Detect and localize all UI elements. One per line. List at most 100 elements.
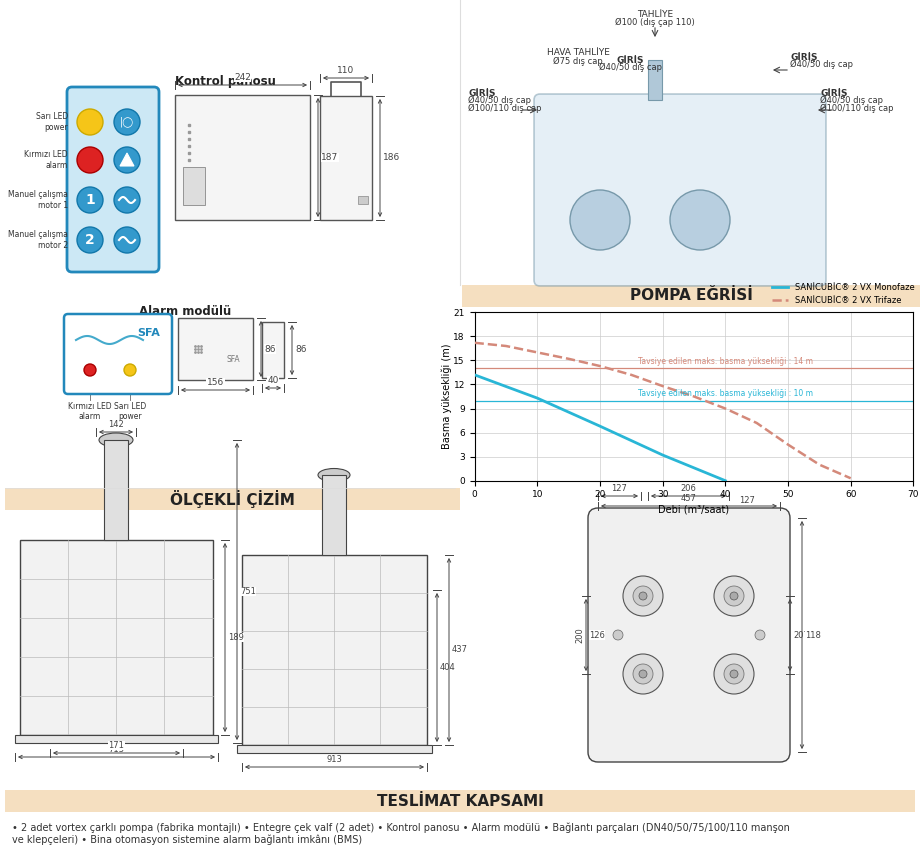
- Bar: [242, 555, 427, 745]
- Bar: [5, 488, 460, 510]
- Text: Ø40/50 dış cap: Ø40/50 dış cap: [468, 96, 531, 105]
- Circle shape: [730, 592, 738, 600]
- Text: 186: 186: [383, 154, 401, 162]
- Circle shape: [77, 187, 103, 213]
- Circle shape: [639, 592, 647, 600]
- Legend: SANİCUBİC® 2 VX Monofaze, SANİCUBİC® 2 VX Trifaze: SANİCUBİC® 2 VX Monofaze, SANİCUBİC® 2 V…: [768, 280, 918, 308]
- Bar: [183, 167, 205, 205]
- Text: Ø100 (dış çap 110): Ø100 (dış çap 110): [615, 18, 694, 27]
- Text: Tavsiye edilen maks. basma yüksekliği : 10 m: Tavsiye edilen maks. basma yüksekliği : …: [637, 389, 812, 398]
- Text: 206: 206: [681, 484, 696, 493]
- Text: Sarı LED
power: Sarı LED power: [114, 402, 146, 421]
- Text: 189: 189: [228, 633, 244, 642]
- Text: ÖLÇEKLİ ÇİZİM: ÖLÇEKLİ ÇİZİM: [169, 490, 295, 508]
- Circle shape: [670, 190, 730, 250]
- Text: 86: 86: [264, 344, 275, 354]
- Circle shape: [114, 227, 140, 253]
- Text: 127: 127: [612, 484, 627, 493]
- Ellipse shape: [99, 433, 133, 447]
- Text: Ø100/110 dış cap: Ø100/110 dış cap: [468, 104, 542, 113]
- Circle shape: [613, 630, 623, 640]
- Circle shape: [124, 364, 136, 376]
- Bar: [320, 96, 372, 220]
- Text: ve klepçeleri) • Bina otomasyon sistemine alarm bağlantı imkânı (BMS): ve klepçeleri) • Bina otomasyon sistemin…: [12, 834, 362, 845]
- Text: 127: 127: [740, 495, 755, 505]
- Bar: [178, 318, 253, 380]
- Text: 187: 187: [321, 153, 338, 162]
- X-axis label: Debi (m³/saat): Debi (m³/saat): [659, 505, 729, 515]
- Ellipse shape: [318, 469, 350, 482]
- Circle shape: [623, 654, 663, 694]
- Text: 118: 118: [805, 631, 821, 639]
- Text: • 2 adet vortex çarklı pompa (fabrika montajlı) • Entegre çek valf (2 adet) • Ko: • 2 adet vortex çarklı pompa (fabrika mo…: [12, 822, 790, 833]
- Text: Kontrol panosu: Kontrol panosu: [175, 75, 275, 88]
- Text: 2: 2: [85, 233, 95, 247]
- Text: GİRİŞ: GİRİŞ: [468, 88, 495, 98]
- Circle shape: [77, 147, 103, 173]
- Text: Kırmızı LED
alarm: Kırmızı LED alarm: [68, 402, 111, 421]
- Text: 207: 207: [793, 631, 809, 639]
- Text: 437: 437: [452, 646, 468, 654]
- Text: Alarm modülü: Alarm modülü: [139, 305, 231, 318]
- Bar: [262, 322, 284, 378]
- Text: 86: 86: [295, 345, 307, 355]
- Bar: [104, 440, 128, 540]
- Polygon shape: [120, 153, 134, 166]
- Text: Manuel çalışma
motor 1: Manuel çalışma motor 1: [8, 191, 68, 210]
- FancyBboxPatch shape: [588, 508, 790, 762]
- Text: 171: 171: [109, 741, 124, 750]
- Text: GİRİŞ: GİRİŞ: [790, 52, 818, 62]
- Text: GİRİŞ: GİRİŞ: [820, 88, 847, 98]
- Text: HAVA TAHLİYE: HAVA TAHLİYE: [546, 48, 610, 57]
- Circle shape: [714, 576, 754, 616]
- Text: 404: 404: [440, 663, 456, 672]
- Text: Ø40/50 dış cap: Ø40/50 dış cap: [820, 96, 883, 105]
- Text: |◯: |◯: [120, 117, 134, 128]
- Text: Ø100/110 dış cap: Ø100/110 dış cap: [820, 104, 893, 113]
- Circle shape: [114, 109, 140, 135]
- Bar: [5, 790, 915, 812]
- Text: 713: 713: [109, 745, 124, 754]
- Text: Tavsiye edilen maks. basma yüksekliği : 14 m: Tavsiye edilen maks. basma yüksekliği : …: [637, 357, 812, 366]
- Text: 142: 142: [108, 420, 124, 429]
- Circle shape: [236, 354, 244, 362]
- Bar: [15, 735, 218, 743]
- Bar: [462, 285, 920, 307]
- Text: TESLİMAT KAPSAMI: TESLİMAT KAPSAMI: [377, 793, 543, 809]
- Text: 126: 126: [589, 631, 605, 639]
- Text: Ø40/50 dış cap: Ø40/50 dış cap: [790, 60, 853, 69]
- Bar: [358, 196, 368, 204]
- Circle shape: [268, 345, 278, 355]
- Circle shape: [724, 664, 744, 684]
- Circle shape: [633, 664, 653, 684]
- Text: 457: 457: [681, 494, 697, 503]
- Circle shape: [186, 335, 214, 363]
- FancyBboxPatch shape: [534, 94, 826, 286]
- FancyBboxPatch shape: [64, 314, 172, 394]
- Circle shape: [114, 187, 140, 213]
- Bar: [648, 60, 662, 100]
- Circle shape: [570, 190, 630, 250]
- Text: 913: 913: [327, 755, 343, 764]
- Text: Ø40/50 dış cap: Ø40/50 dış cap: [599, 63, 661, 72]
- Text: Kırmızı LED
alarm: Kırmızı LED alarm: [24, 150, 68, 170]
- Text: Sarı LED
power: Sarı LED power: [36, 112, 68, 132]
- Text: 242: 242: [234, 73, 251, 82]
- Bar: [175, 95, 310, 220]
- Text: 40: 40: [267, 376, 279, 385]
- Circle shape: [755, 630, 765, 640]
- Circle shape: [639, 670, 647, 678]
- Circle shape: [623, 576, 663, 616]
- Text: SFA: SFA: [227, 356, 239, 364]
- Circle shape: [77, 227, 103, 253]
- Circle shape: [724, 586, 744, 606]
- Text: Ø75 dış cap: Ø75 dış cap: [554, 57, 603, 66]
- Text: 156: 156: [207, 378, 224, 387]
- Text: TAHLİYE: TAHLİYE: [637, 10, 673, 19]
- Circle shape: [224, 354, 232, 362]
- Text: POMPA EĞRİSİ: POMPA EĞRİSİ: [630, 288, 752, 304]
- Bar: [20, 540, 213, 735]
- Circle shape: [114, 147, 140, 173]
- Text: 1: 1: [85, 193, 95, 207]
- Circle shape: [714, 654, 754, 694]
